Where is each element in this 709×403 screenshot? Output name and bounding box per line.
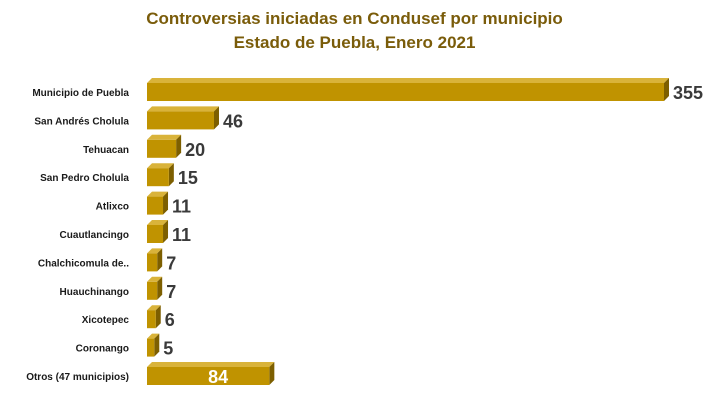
bar bbox=[147, 225, 164, 243]
bar bbox=[147, 111, 214, 130]
bar bbox=[147, 139, 177, 158]
category-label: San Pedro Cholula bbox=[40, 173, 129, 184]
bar-top bbox=[147, 248, 163, 254]
bar-side bbox=[163, 220, 169, 243]
category-label: Xicotepec bbox=[82, 315, 130, 326]
bar-top bbox=[147, 106, 219, 112]
bar-side bbox=[213, 106, 219, 130]
data-label: 11 bbox=[172, 225, 191, 245]
data-label: 84 bbox=[208, 367, 228, 387]
category-label: Otros (47 municipios) bbox=[26, 372, 129, 383]
bar bbox=[147, 367, 270, 385]
bar-top bbox=[147, 163, 174, 169]
chart-subtitle: Estado de Puebla, Enero 2021 bbox=[233, 33, 476, 52]
bar-top bbox=[147, 333, 160, 339]
bar-top bbox=[147, 276, 163, 282]
bar bbox=[147, 253, 158, 272]
bar-side bbox=[154, 333, 160, 357]
bar-side bbox=[163, 191, 169, 215]
category-label: Tehuacan bbox=[83, 145, 129, 156]
bar-side bbox=[157, 248, 163, 272]
category-label: Atlixco bbox=[96, 202, 129, 213]
bar bbox=[147, 168, 169, 187]
category-label: Cuautlancingo bbox=[60, 230, 129, 241]
data-label: 20 bbox=[185, 140, 205, 160]
bar-side bbox=[155, 305, 161, 329]
category-label: Huauchinango bbox=[60, 287, 129, 298]
bar bbox=[147, 310, 156, 329]
bar-side bbox=[176, 134, 182, 158]
bar-side bbox=[157, 276, 163, 300]
chart-title: Controversias iniciadas en Condusef por … bbox=[146, 9, 563, 28]
data-label: 7 bbox=[166, 282, 176, 302]
bar bbox=[147, 338, 155, 357]
data-label: 5 bbox=[163, 339, 173, 359]
bar-side bbox=[269, 362, 275, 385]
data-label: 6 bbox=[165, 310, 175, 330]
category-label: Coronango bbox=[76, 344, 129, 355]
bar-top bbox=[147, 191, 169, 197]
data-label: 11 bbox=[172, 197, 191, 217]
category-label: Municipio de Puebla bbox=[32, 88, 129, 99]
bar bbox=[147, 83, 664, 101]
data-label: 7 bbox=[166, 253, 176, 273]
bar-top bbox=[147, 305, 161, 311]
bar bbox=[147, 281, 158, 300]
bar-side bbox=[168, 163, 174, 187]
bar bbox=[147, 196, 164, 215]
category-label: San Andrés Cholula bbox=[34, 116, 129, 127]
category-label: Chalchicomula de.. bbox=[38, 258, 129, 269]
data-label: 15 bbox=[178, 168, 198, 188]
data-label: 355 bbox=[673, 83, 703, 103]
bar-side bbox=[664, 78, 669, 101]
bar-top bbox=[147, 220, 169, 225]
bar-top bbox=[147, 362, 275, 367]
bar-top bbox=[147, 134, 182, 140]
bar-top bbox=[147, 78, 669, 83]
data-label: 46 bbox=[223, 111, 243, 131]
